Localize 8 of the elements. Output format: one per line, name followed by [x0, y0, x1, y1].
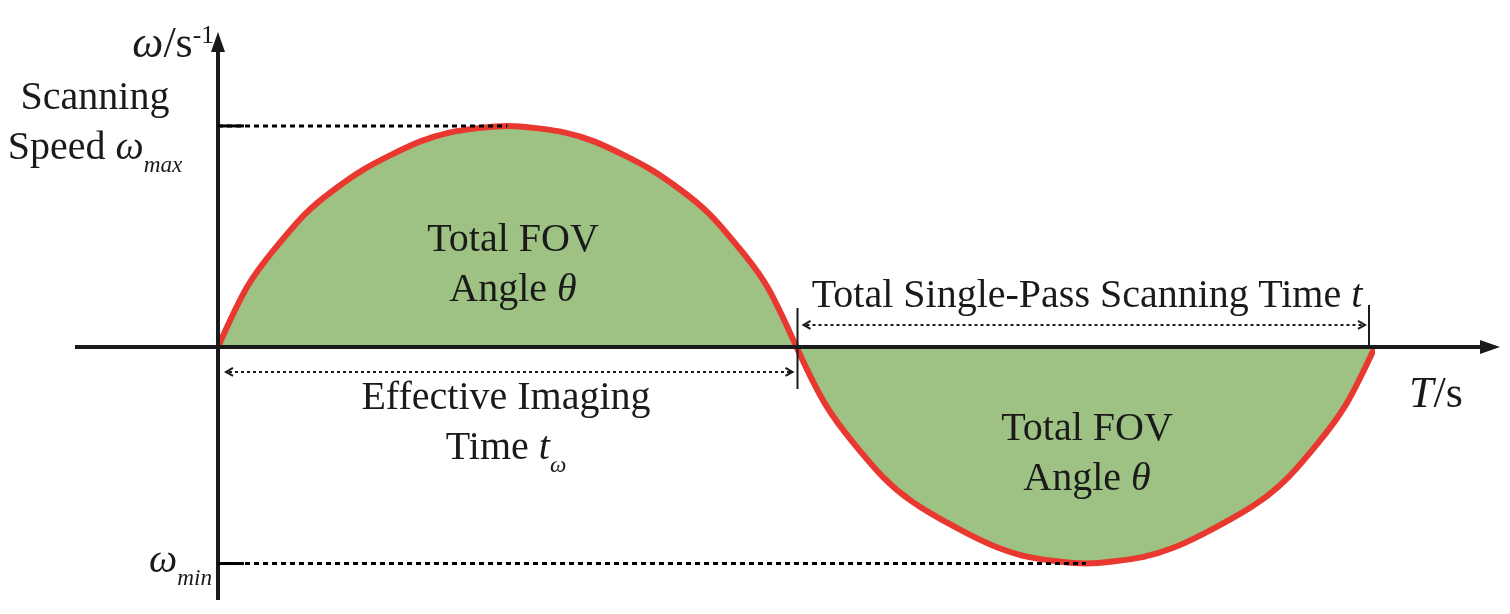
y-axis-title: ω/s$^{-1}$	[132, 18, 214, 67]
annotation: Total Single-Pass Scanning Time t	[811, 271, 1364, 316]
x-axis-title: T/s	[1409, 367, 1463, 417]
ref-line-label: ω$_{min}$	[148, 535, 212, 590]
annotation: Total FOV Angle θ	[1001, 404, 1173, 499]
ref-line-label: Scanning Speed ω$_{max}$	[7, 72, 184, 177]
annotation: Total FOV Angle θ	[427, 215, 599, 310]
annotation: Effective Imaging Time t$_{ω}$	[361, 373, 651, 477]
